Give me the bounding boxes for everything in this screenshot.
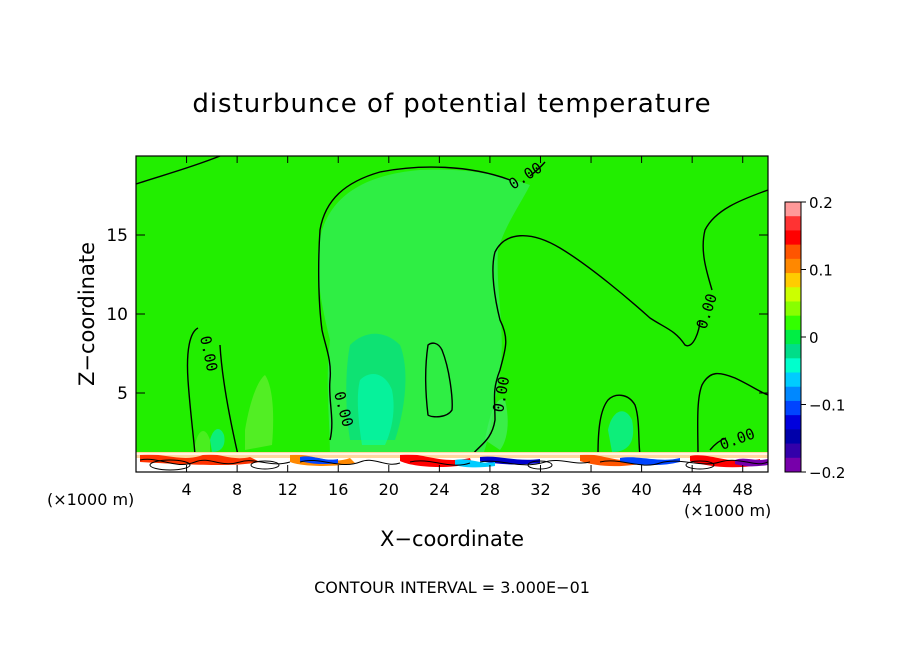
colorbar-swatch xyxy=(785,315,801,331)
colorbar-tick-label: −0.1 xyxy=(809,397,845,415)
contour-interval-note: CONTOUR INTERVAL = 3.000E−01 xyxy=(314,578,590,597)
colorbar-swatch xyxy=(785,429,801,445)
contour-line xyxy=(425,342,453,418)
x-unit-right: (×1000 m) xyxy=(684,501,771,520)
colorbar-swatch xyxy=(785,372,801,388)
x-unit-left: (×1000 m) xyxy=(47,490,134,509)
colorbar-tick-label: −0.2 xyxy=(809,464,845,482)
colorbar-tick-label: 0.2 xyxy=(809,194,833,212)
x-tick-label: 28 xyxy=(480,480,500,499)
colorbar-swatch xyxy=(785,457,801,473)
y-tick-label: 10 xyxy=(106,305,128,325)
x-tick-label: 40 xyxy=(631,480,651,499)
x-tick-label: 48 xyxy=(733,480,753,499)
field-patch xyxy=(357,374,394,445)
field-patch xyxy=(485,399,508,450)
contour-line xyxy=(696,372,768,456)
colorbar-tick-label: 0.1 xyxy=(809,262,833,280)
x-axis-label: X−coordinate xyxy=(380,527,524,551)
colorbar-swatch xyxy=(785,329,801,345)
contour-line xyxy=(219,344,239,456)
colorbar-swatch xyxy=(785,400,801,416)
colorbar-swatch xyxy=(785,202,801,217)
x-tick-label: 44 xyxy=(682,480,702,499)
colorbar-swatch xyxy=(785,230,801,246)
colorbar-swatch xyxy=(785,415,801,430)
contour-line xyxy=(709,437,727,451)
colorbar-swatch xyxy=(785,273,801,288)
chart-title: disturbunce of potential temperature xyxy=(192,89,711,119)
contour-line xyxy=(136,156,221,185)
contour-line xyxy=(186,327,199,456)
x-tick-label: 36 xyxy=(581,480,601,499)
colorbar-swatch xyxy=(785,301,801,317)
x-tick-label: 24 xyxy=(429,480,449,499)
colorbar-swatch xyxy=(785,443,801,459)
contour-label: 0.00 xyxy=(489,375,513,414)
colorbar: 0.2 0.1 0 −0.1 −0.2 xyxy=(784,194,845,482)
x-tick-label: 12 xyxy=(278,480,298,499)
y-axis-label: Z−coordinate xyxy=(75,242,99,386)
colorbar-swatch xyxy=(785,287,801,302)
x-tick-label: 4 xyxy=(181,480,191,499)
colorbar-swatch xyxy=(785,216,801,231)
y-tick-label: 15 xyxy=(106,226,128,246)
colorbar-swatch xyxy=(785,344,801,359)
field-patch xyxy=(245,375,274,450)
colorbar-swatch xyxy=(785,358,801,374)
plot-area: 0.00 0.00 0.00 0.00 0.00 0.00 xyxy=(136,156,768,472)
colorbar-swatch xyxy=(785,386,801,402)
field-patch xyxy=(210,428,225,452)
y-axis: 5 10 15 xyxy=(106,226,768,404)
field-patch xyxy=(608,411,634,452)
contour-line xyxy=(702,189,768,291)
x-tick-label: 20 xyxy=(379,480,399,499)
x-tick-label: 16 xyxy=(328,480,348,499)
contour-line xyxy=(318,166,511,441)
field-patch xyxy=(195,430,210,452)
contour-lines xyxy=(136,156,768,456)
x-tick-label: 8 xyxy=(232,480,242,499)
y-tick-label: 5 xyxy=(117,384,128,404)
surface-layer xyxy=(136,452,768,472)
contour-line xyxy=(597,394,641,456)
colorbar-swatch xyxy=(785,244,801,260)
x-tick-label: 32 xyxy=(530,480,550,499)
x-axis: 4 8 12 16 20 24 28 32 36 40 44 48 xyxy=(181,156,753,499)
colorbar-tick-label: 0 xyxy=(809,329,819,347)
contour-line xyxy=(529,161,546,177)
contour-line xyxy=(472,235,701,455)
colorbar-swatch xyxy=(785,258,801,274)
